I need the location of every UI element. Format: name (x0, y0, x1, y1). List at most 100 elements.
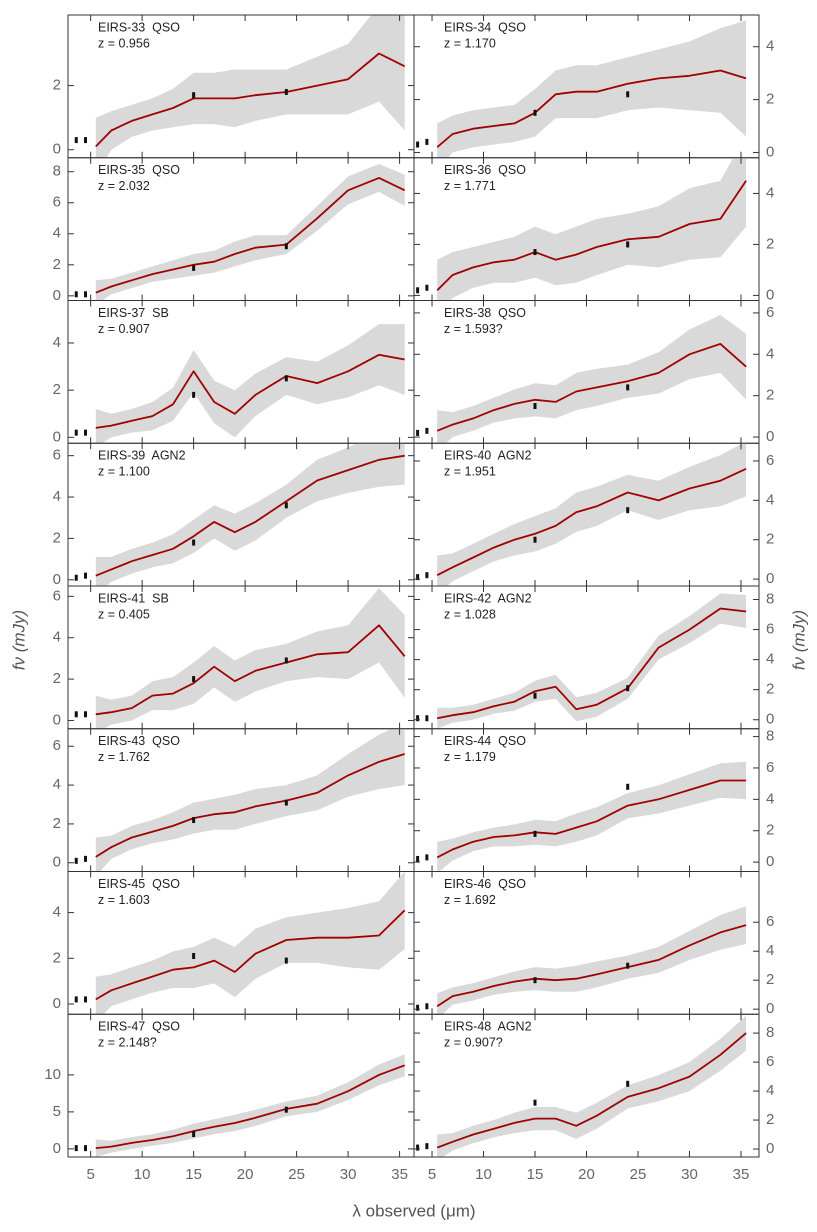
photometry-point (626, 962, 630, 969)
photometry-point (533, 692, 537, 699)
photometry-point (192, 817, 196, 824)
panel-subtitle: z = 0.405 (98, 607, 150, 621)
photometry-point (533, 536, 537, 543)
panel (74, 588, 406, 729)
photometry-point (74, 711, 78, 718)
y-tick-label: 0 (766, 286, 774, 303)
spectrum-line (95, 624, 406, 716)
y-tick-label: 8 (766, 728, 774, 745)
y-axis-label-right: fν (mJy) (789, 610, 808, 670)
y-tick-label: 4 (766, 345, 774, 362)
y-tick-label: 4 (766, 790, 774, 807)
uncertainty-band (437, 315, 747, 444)
x-tick-label: 15 (185, 1166, 202, 1183)
panel (74, 728, 405, 872)
photometry-point (533, 1099, 537, 1106)
photometry-point (284, 88, 288, 95)
panel-title: EIRS-33 QSO (98, 20, 180, 34)
panel (416, 20, 747, 158)
spectrum-line (436, 1032, 747, 1149)
photometry-point (425, 1143, 429, 1150)
photometry-point (192, 1131, 196, 1138)
photometry-point (533, 249, 537, 256)
spectrum-line (436, 343, 747, 432)
photometry-point (192, 539, 196, 546)
y-tick-label: 4 (766, 184, 774, 201)
panel (416, 761, 747, 872)
spectrum-line (437, 607, 747, 720)
uncertainty-band (437, 443, 747, 586)
y-tick-label: 6 (53, 587, 61, 604)
y-tick-label: 2 (53, 381, 61, 398)
photometry-point (416, 429, 420, 436)
y-tick-label: 2 (766, 235, 774, 252)
spectrum-line (95, 52, 406, 148)
photometry-point (74, 291, 78, 298)
y-tick-label: 0 (766, 1140, 774, 1157)
photometry-point (192, 676, 196, 683)
photometry-point (284, 657, 288, 664)
panel (416, 443, 747, 586)
photometry-point (84, 429, 88, 436)
uncertainty-band (95, 443, 405, 586)
y-tick-label: 2 (766, 822, 774, 839)
panel-title: EIRS-37 SB (98, 306, 169, 320)
y-tick-label: 2 (766, 531, 774, 548)
y-tick-label: 4 (53, 334, 61, 351)
x-tick-label: 15 (527, 1166, 544, 1183)
panel-subtitle: z = 1.593? (444, 322, 503, 336)
panel-subtitle: z = 1.771 (444, 179, 496, 193)
photometry-point (416, 287, 420, 294)
panel-title: EIRS-48 AGN2 (444, 1020, 532, 1034)
spectrum-line (436, 69, 747, 148)
photometry-point (626, 507, 630, 514)
panel (416, 1015, 747, 1157)
panel-subtitle: z = 1.951 (444, 465, 496, 479)
uncertainty-band (437, 761, 747, 872)
photometry-point (74, 137, 78, 144)
panel-title: EIRS-35 QSO (98, 163, 180, 177)
y-tick-label: 0 (766, 570, 774, 587)
spectrum-line (436, 467, 747, 577)
spectrum-line (95, 177, 406, 294)
photometry-point (84, 855, 88, 862)
y-tick-label: 0 (766, 853, 774, 870)
uncertainty-band (437, 593, 747, 729)
y-tick-label: 6 (766, 621, 774, 638)
uncertainty-band (95, 15, 405, 158)
panel-subtitle: z = 1.692 (444, 893, 496, 907)
x-axis-label: λ observed (μm) (352, 1201, 475, 1220)
photometry-point (284, 243, 288, 250)
photometry-point (84, 572, 88, 579)
spectrum-line (95, 909, 406, 1001)
y-tick-label: 0 (53, 571, 61, 588)
photometry-point (533, 403, 537, 410)
y-axis-label: fν (mJy) (9, 610, 28, 670)
x-tick-label: 30 (681, 1166, 698, 1183)
panel (416, 157, 747, 301)
x-tick-label: 5 (86, 1166, 94, 1183)
uncertainty-band (437, 906, 747, 1015)
photometry-point (425, 854, 429, 861)
photometry-point (84, 996, 88, 1003)
uncertainty-band (95, 1054, 405, 1157)
y-tick-label: 2 (53, 529, 61, 546)
panel (416, 593, 747, 729)
photometry-point (74, 1145, 78, 1152)
y-tick-label: 4 (766, 942, 774, 959)
panel-subtitle: z = 0.956 (98, 36, 150, 50)
panel-subtitle: z = 1.170 (444, 36, 496, 50)
photometry-point (284, 799, 288, 806)
y-tick-label: 6 (53, 447, 61, 464)
photometry-point (192, 953, 196, 960)
y-tick-label: 2 (53, 256, 61, 273)
x-tick-label: 20 (578, 1166, 595, 1183)
photometry-point (626, 241, 630, 248)
photometry-point (533, 109, 537, 116)
y-tick-label: 2 (766, 91, 774, 108)
uncertainty-band (437, 157, 747, 301)
panel-subtitle: z = 0.907? (444, 1036, 503, 1050)
panel (416, 906, 747, 1015)
y-tick-label: 6 (766, 304, 774, 321)
